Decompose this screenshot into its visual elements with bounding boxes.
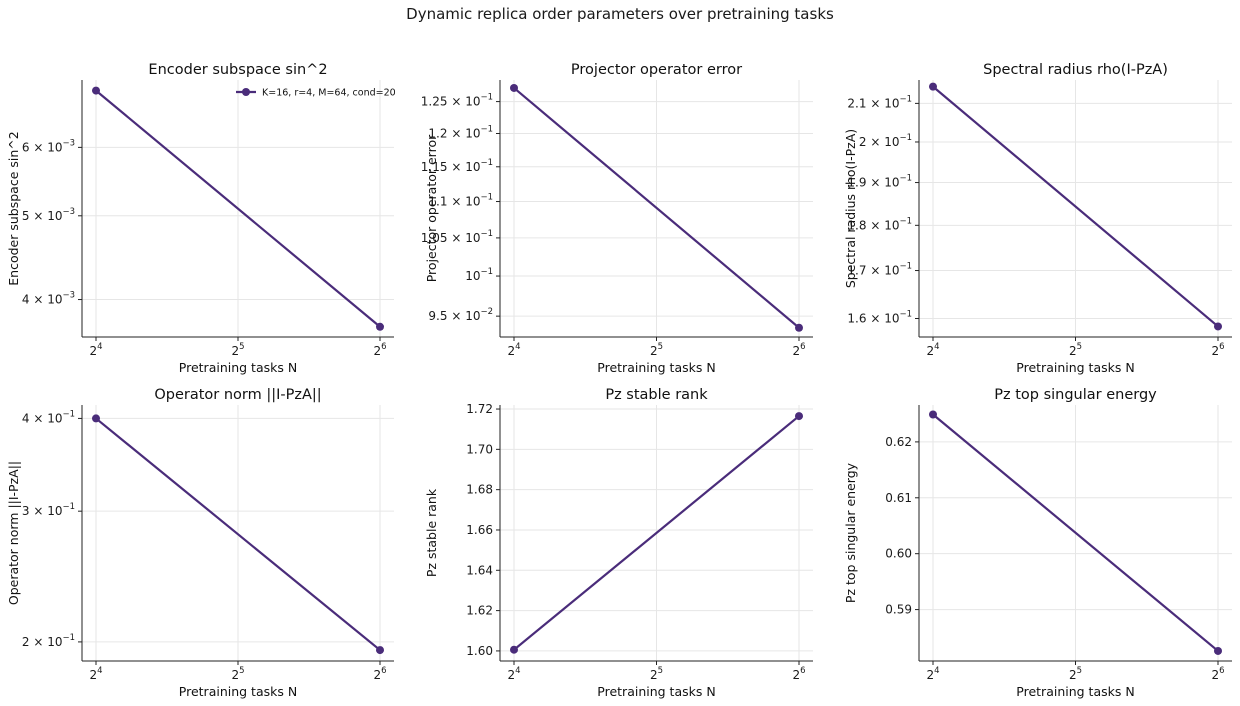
y-tick-label: 1.7 × 10−1 <box>847 262 912 278</box>
panel-title: Pz top singular energy <box>994 387 1157 403</box>
chart-panel-3: 24 25 26 2.1 × 10−1 2 × 10−1 1.9 × 10−1 1.8 × … <box>843 62 1232 375</box>
y-tick-label: 10−1 <box>465 267 493 283</box>
y-tick-label: 2 × 10−1 <box>859 133 912 149</box>
x-tick-label: 25 <box>650 342 663 358</box>
x-tick-label: 26 <box>1211 342 1224 358</box>
x-tick-label: 25 <box>1069 342 1082 358</box>
data-point <box>92 414 100 423</box>
x-tick-label: 26 <box>373 342 386 358</box>
data-point <box>795 323 803 332</box>
x-tick-label: 24 <box>507 666 520 682</box>
y-tick-label: 1.70 <box>466 442 493 456</box>
series-line <box>932 85 1219 328</box>
y-tick-label: 6 × 10−3 <box>22 138 75 154</box>
y-tick-label: 1.05 × 10−1 <box>421 229 493 245</box>
y-tick-label: 1.15 × 10−1 <box>421 158 493 174</box>
x-tick-label: 24 <box>507 342 520 358</box>
y-tick-label: 1.60 <box>466 644 493 658</box>
x-tick-label: 24 <box>89 666 102 682</box>
y-tick-label: 1.6 × 10−1 <box>847 309 912 325</box>
data-point <box>376 322 384 331</box>
series-line <box>95 89 381 328</box>
y-tick-label: 0.62 <box>885 435 912 449</box>
y-axis-label: Spectral radius rho(I-PzA) <box>843 129 858 288</box>
data-point <box>1214 322 1222 331</box>
x-tick-label: 25 <box>1069 666 1082 682</box>
y-tick-label: 1.62 <box>466 604 493 618</box>
y-tick-label: 1.25 × 10−1 <box>421 93 493 109</box>
data-point <box>510 83 518 92</box>
x-tick-label: 26 <box>373 666 386 682</box>
y-tick-label: 1.1 × 10−1 <box>428 193 493 209</box>
data-point <box>929 410 937 419</box>
data-point <box>510 645 518 654</box>
panel-title: Encoder subspace sin^2 <box>148 62 327 78</box>
series-line <box>513 87 800 329</box>
x-tick-label: 26 <box>792 342 805 358</box>
chart-panel-6: 24 25 26 0.62 0.61 0.60 0.59 Pz top singular en… <box>843 387 1232 699</box>
y-tick-label: 1.66 <box>466 523 493 537</box>
series-line <box>513 415 800 651</box>
x-axis-label: Pretraining tasks N <box>179 684 297 699</box>
chart-panel-5: 24 25 26 1.60 1.62 1.64 1.66 1.68 1.70 1.72 Pz sta… <box>424 387 813 699</box>
x-tick-label: 24 <box>926 342 939 358</box>
panel-title: Operator norm ||I-PzA|| <box>154 387 321 403</box>
x-axis-label: Pretraining tasks N <box>597 360 715 375</box>
y-tick-label: 0.59 <box>885 603 912 617</box>
x-tick-label: 24 <box>926 666 939 682</box>
x-tick-label: 26 <box>792 666 805 682</box>
panel-title: Projector operator error <box>571 62 742 78</box>
y-tick-label: 1.72 <box>466 402 493 416</box>
y-tick-label: 5 × 10−3 <box>22 207 75 223</box>
figure-title: Dynamic replica order parameters over pr… <box>406 5 834 23</box>
data-point <box>929 82 937 91</box>
x-tick-label: 25 <box>650 666 663 682</box>
legend: K=16, r=4, M=64, cond=20 <box>236 88 396 99</box>
x-tick-label: 25 <box>231 666 244 682</box>
series-line <box>95 417 381 651</box>
y-tick-label: 0.60 <box>885 547 912 561</box>
y-axis-label: Pz top singular energy <box>843 462 858 603</box>
data-point <box>795 412 803 421</box>
x-axis-label: Pretraining tasks N <box>179 360 297 375</box>
chart-panel-2: 24 25 26 1.25 × 10−1 1.2 × 10−1 1.15 × 10−1 1.… <box>421 62 813 375</box>
y-tick-label: 1.9 × 10−1 <box>847 174 912 190</box>
x-axis-label: Pretraining tasks N <box>1016 360 1134 375</box>
y-axis-label: Encoder subspace sin^2 <box>6 131 21 285</box>
y-tick-label: 4 × 10−3 <box>22 291 75 307</box>
panel-title: Pz stable rank <box>605 387 708 403</box>
y-tick-label: 9.5 × 10−2 <box>428 307 493 323</box>
x-tick-label: 26 <box>1211 666 1224 682</box>
data-point <box>1214 646 1222 655</box>
panel-title: Spectral radius rho(I-PzA) <box>983 62 1168 78</box>
legend-marker <box>242 88 250 96</box>
y-tick-label: 1.68 <box>466 483 493 497</box>
y-axis-label: Pz stable rank <box>424 488 439 577</box>
data-point <box>92 86 100 95</box>
legend-label: K=16, r=4, M=64, cond=20 <box>262 88 396 99</box>
y-tick-label: 4 × 10−1 <box>22 409 75 425</box>
x-axis-label: Pretraining tasks N <box>1016 684 1134 699</box>
y-tick-label: 2 × 10−1 <box>22 633 75 649</box>
x-axis-label: Pretraining tasks N <box>597 684 715 699</box>
y-tick-label: 0.61 <box>885 491 912 505</box>
x-tick-label: 24 <box>89 342 102 358</box>
series-line <box>932 413 1219 652</box>
x-tick-label: 25 <box>231 342 244 358</box>
y-axis-label: Projector operator error <box>424 134 439 282</box>
y-tick-label: 1.64 <box>466 563 493 577</box>
y-tick-label: 1.8 × 10−1 <box>847 216 912 232</box>
y-tick-label: 2.1 × 10−1 <box>847 94 912 110</box>
y-axis-label: Operator norm ||I-PzA|| <box>6 461 21 605</box>
chart-panel-4: 24 25 26 4 × 10−1 3 × 10−1 2 × 10−1 Operator n… <box>6 387 394 699</box>
data-point <box>376 646 384 655</box>
y-tick-label: 3 × 10−1 <box>22 502 75 518</box>
y-tick-label: 1.2 × 10−1 <box>428 125 493 141</box>
